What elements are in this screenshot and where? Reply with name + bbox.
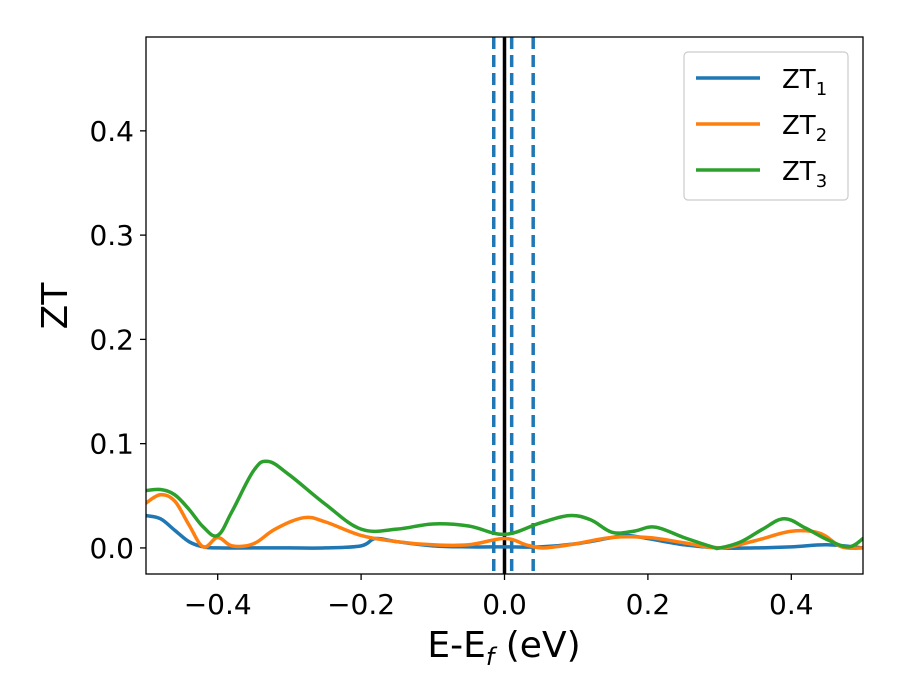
y-tick-label: 0.2 — [89, 323, 134, 356]
y-axis-label: ZT — [35, 282, 76, 330]
series-lines — [146, 459, 863, 551]
legend: ZT1 ZT2 ZT3 — [683, 51, 849, 201]
x-axis-label-unit: (eV) — [494, 625, 580, 666]
legend-box — [683, 51, 849, 201]
y-axis-ticks: 0.0 0.1 0.2 0.3 0.4 — [89, 115, 146, 565]
x-tick-label: 0.4 — [769, 588, 814, 621]
x-axis-label: E-Ef (eV) — [427, 625, 580, 671]
x-tick-label: 0.0 — [482, 588, 527, 621]
y-tick-label: 0.0 — [89, 532, 134, 565]
y-tick-label: 0.4 — [89, 115, 134, 148]
reference-lines — [491, 37, 535, 574]
x-tick-label: −0.4 — [184, 588, 252, 621]
y-tick-label: 0.3 — [89, 219, 134, 252]
legend-label-zt3: ZT3 — [782, 157, 827, 192]
x-axis-label-main: E-E — [427, 625, 485, 666]
legend-label-zt1: ZT1 — [782, 65, 827, 100]
x-axis-ticks: −0.4 −0.2 0.0 0.2 0.4 — [184, 574, 814, 621]
x-tick-label: 0.2 — [626, 588, 671, 621]
x-tick-label: −0.2 — [327, 588, 395, 621]
y-tick-label: 0.1 — [89, 428, 134, 461]
legend-label-zt2: ZT2 — [782, 111, 827, 146]
series-line-zt3 — [146, 459, 863, 551]
